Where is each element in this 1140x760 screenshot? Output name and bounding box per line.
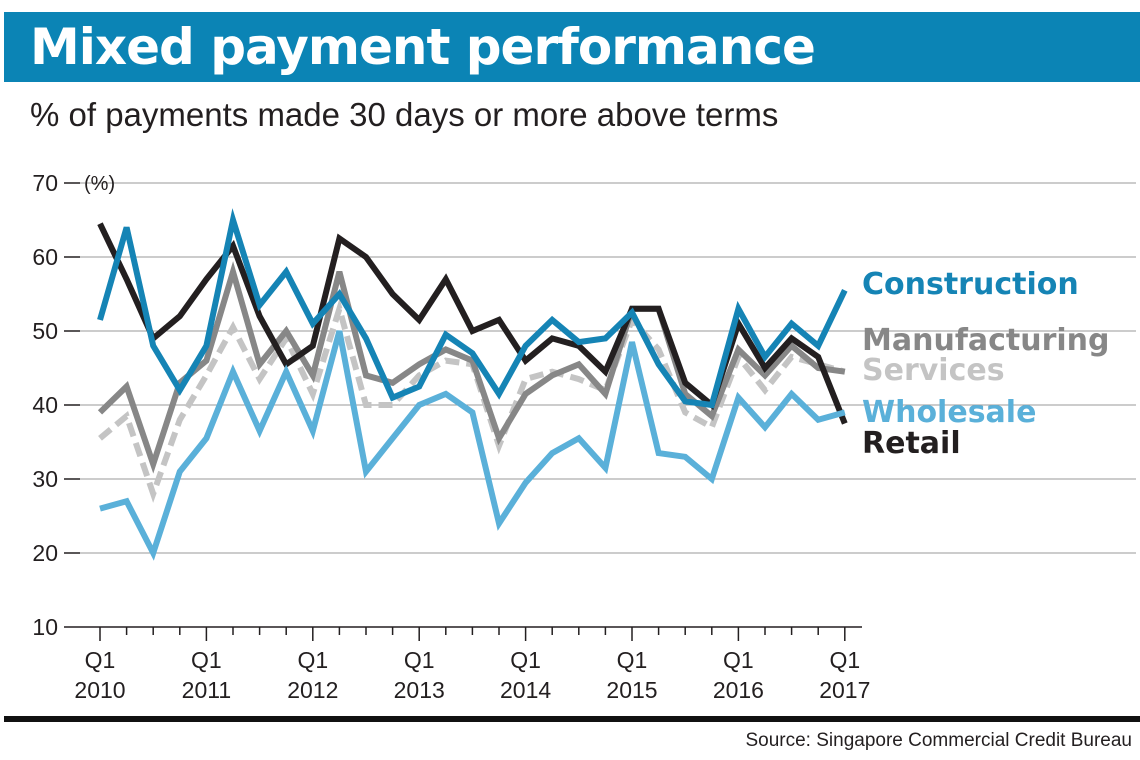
x-tick-label-year: 2017 — [819, 677, 870, 703]
x-tick-label-year: 2014 — [500, 677, 551, 703]
x-tick-label-quarter: Q1 — [723, 647, 754, 673]
y-tick-label: 20 — [32, 540, 58, 566]
y-tick-label: 60 — [32, 244, 58, 270]
x-tick-label-year: 2013 — [394, 677, 445, 703]
x-tick-label-year: 2016 — [713, 677, 764, 703]
x-tick-label-year: 2010 — [74, 677, 125, 703]
series-line-manufacturing — [97, 261, 846, 474]
x-tick-label-quarter: Q1 — [191, 647, 222, 673]
x-tick-label-year: 2012 — [287, 677, 338, 703]
x-tick-label-quarter: Q1 — [404, 647, 435, 673]
series-line-wholesale — [99, 330, 846, 561]
title-banner: Mixed payment performance — [4, 12, 1140, 82]
x-tick-label-quarter: Q1 — [829, 647, 860, 673]
series-label-services: Services — [862, 353, 1005, 388]
y-axis-unit-label: (%) — [84, 173, 115, 195]
y-tick-label: 50 — [32, 318, 58, 344]
series-label-retail: Retail — [862, 426, 961, 461]
x-tick-label-year: 2015 — [606, 677, 657, 703]
series-label-construction: Construction — [862, 267, 1079, 302]
chart-subtitle: % of payments made 30 days or more above… — [30, 96, 779, 133]
x-tick-label-quarter: Q1 — [85, 647, 116, 673]
y-tick-label: 30 — [32, 466, 58, 492]
series-label-wholesale: Wholesale — [862, 395, 1036, 430]
chart-title: Mixed payment performance — [30, 18, 816, 76]
x-tick-label-quarter: Q1 — [297, 647, 328, 673]
y-tick-label: 10 — [32, 614, 58, 640]
series-line-construction — [97, 208, 848, 409]
series-label-manufacturing: Manufacturing — [862, 323, 1110, 358]
y-tick-label: 40 — [32, 392, 58, 418]
y-tick-label: 70 — [32, 170, 58, 196]
source-note: Source: Singapore Commercial Credit Bure… — [745, 730, 1132, 751]
x-tick-label-quarter: Q1 — [510, 647, 541, 673]
x-tick-label-quarter: Q1 — [617, 647, 648, 673]
x-tick-label-year: 2011 — [182, 677, 231, 703]
bottom-divider — [4, 716, 1140, 722]
